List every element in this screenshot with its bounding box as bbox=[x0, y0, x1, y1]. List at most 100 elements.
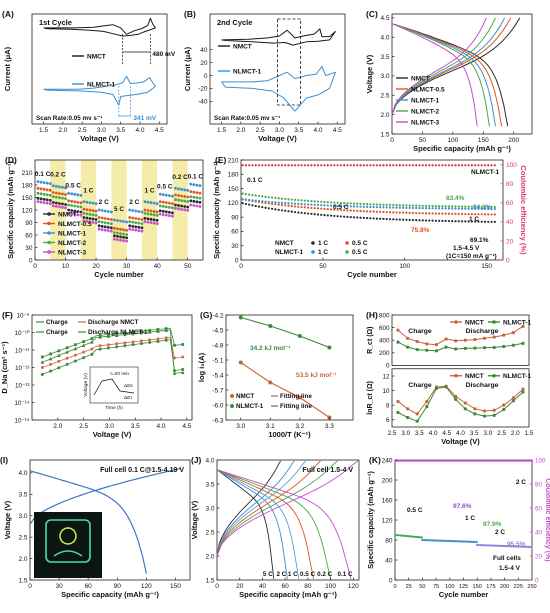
coulombic-point bbox=[487, 164, 490, 167]
capacity-point bbox=[447, 219, 451, 223]
capacity-point bbox=[297, 199, 300, 202]
capacity-point bbox=[284, 197, 287, 201]
coulombic-point bbox=[339, 164, 342, 167]
full-cell-capacity-point bbox=[515, 545, 518, 548]
rate-point bbox=[168, 194, 171, 198]
capacity-point bbox=[490, 207, 493, 211]
coulombic-point bbox=[320, 164, 323, 167]
rate-point bbox=[73, 212, 77, 216]
full-cell-capacity-point bbox=[497, 544, 500, 547]
rate-point bbox=[125, 236, 129, 240]
x-tick-label: 2.5 bbox=[497, 430, 506, 437]
diffusion-point bbox=[82, 340, 86, 343]
diffusion-point bbox=[123, 344, 127, 348]
x-axis-title: 1000/T (K⁻¹) bbox=[268, 430, 311, 439]
rate-point bbox=[183, 188, 187, 192]
coulombic-point bbox=[346, 164, 349, 167]
capacity-point bbox=[359, 209, 362, 213]
full-cell-coulombic-point bbox=[458, 459, 461, 462]
capacity-point bbox=[320, 213, 323, 216]
coulombic-point bbox=[467, 164, 470, 167]
rate-point bbox=[134, 217, 138, 220]
full-cell-coulombic-point bbox=[496, 459, 499, 462]
capacity-point bbox=[316, 203, 320, 207]
diffusion-point bbox=[65, 362, 69, 366]
coulombic-point bbox=[297, 164, 300, 167]
coulombic-point bbox=[447, 164, 451, 167]
y-tick-label: -5.1 bbox=[212, 357, 224, 364]
rate-point bbox=[195, 183, 199, 187]
capacity-point bbox=[418, 206, 421, 210]
diffusion-point bbox=[90, 352, 94, 356]
capacity-point bbox=[385, 217, 388, 221]
rate-point bbox=[61, 185, 64, 189]
capacity-point bbox=[343, 215, 346, 218]
rate-point bbox=[131, 228, 135, 232]
y-axis-title: D_Na (cm² s⁻¹) bbox=[0, 341, 9, 394]
full-cell-capacity-point bbox=[410, 535, 414, 538]
capacity-point bbox=[434, 207, 437, 210]
plot-frame bbox=[225, 314, 354, 421]
full-cell-discharge-5 bbox=[216, 469, 352, 580]
rate-point bbox=[177, 204, 180, 207]
capacity-point bbox=[487, 220, 490, 223]
full-cell-coulombic-point bbox=[397, 459, 400, 462]
y-axis-title: Current (μA) bbox=[3, 46, 12, 91]
inset-frame bbox=[89, 366, 139, 404]
capacity-point bbox=[310, 212, 313, 215]
capacity-point bbox=[274, 201, 277, 204]
rate-point bbox=[76, 210, 80, 213]
arrhenius-point bbox=[268, 380, 273, 385]
full-cell-coulombic-point bbox=[442, 459, 445, 462]
coulombic-point bbox=[402, 164, 405, 167]
capacity-point bbox=[264, 206, 267, 209]
full-cell-capacity-point bbox=[502, 544, 505, 548]
full-cell-capacity-point bbox=[459, 540, 462, 543]
x-tick-label: 3.0 bbox=[484, 430, 493, 437]
rate-point bbox=[70, 199, 74, 203]
x-axis-title: Specific capacity (mAh g⁻¹) bbox=[239, 590, 337, 599]
x-tick-label: 60 bbox=[282, 583, 290, 590]
y-tick-label: -4.2 bbox=[212, 312, 224, 319]
full-cell-coulombic-point bbox=[401, 459, 404, 462]
coulombic-point bbox=[333, 164, 336, 167]
full-cell-coulombic-point bbox=[412, 459, 415, 462]
diffusion-point bbox=[82, 350, 86, 354]
coulombic-point bbox=[372, 164, 375, 167]
rate-point bbox=[152, 221, 156, 225]
coulombic-point bbox=[359, 164, 362, 167]
capacity-point bbox=[274, 208, 277, 211]
diffusion-point bbox=[48, 356, 53, 361]
diffusion-point bbox=[147, 330, 152, 334]
capacity-point bbox=[251, 193, 254, 197]
capacity-point bbox=[480, 220, 483, 223]
y-tick-label: 800 bbox=[379, 312, 390, 319]
diffusion-point bbox=[65, 346, 69, 350]
capacity-point bbox=[385, 206, 388, 209]
x-tick-label: 2.0 bbox=[58, 127, 67, 134]
panel-label: (G) bbox=[200, 310, 212, 320]
charge-label: Charge bbox=[408, 328, 432, 335]
capacity-point bbox=[444, 207, 447, 210]
capacity-point bbox=[362, 205, 365, 208]
rate-point bbox=[42, 181, 46, 185]
diffusion-point bbox=[98, 335, 102, 339]
diffusion-point bbox=[81, 343, 86, 347]
y-tick-label: 40 bbox=[385, 557, 393, 564]
capacity-point bbox=[464, 212, 467, 216]
rct-point bbox=[434, 343, 439, 347]
capacity-point bbox=[264, 200, 267, 203]
full-cell-coulombic-point bbox=[450, 459, 453, 462]
coulombic-point bbox=[470, 164, 473, 167]
capacity-point bbox=[310, 200, 313, 203]
y-tick-label: 180 bbox=[22, 182, 33, 189]
capacity-point bbox=[329, 204, 333, 207]
capacity-point bbox=[428, 204, 431, 208]
diffusion-point bbox=[164, 338, 168, 342]
full-cell-capacity-point bbox=[405, 534, 409, 538]
y-axis-title: lnR_ct (Ω) bbox=[367, 381, 374, 415]
rate-point bbox=[146, 217, 150, 221]
capacity-point bbox=[470, 213, 473, 216]
rate-point bbox=[103, 228, 107, 232]
capacity-point bbox=[474, 205, 477, 208]
